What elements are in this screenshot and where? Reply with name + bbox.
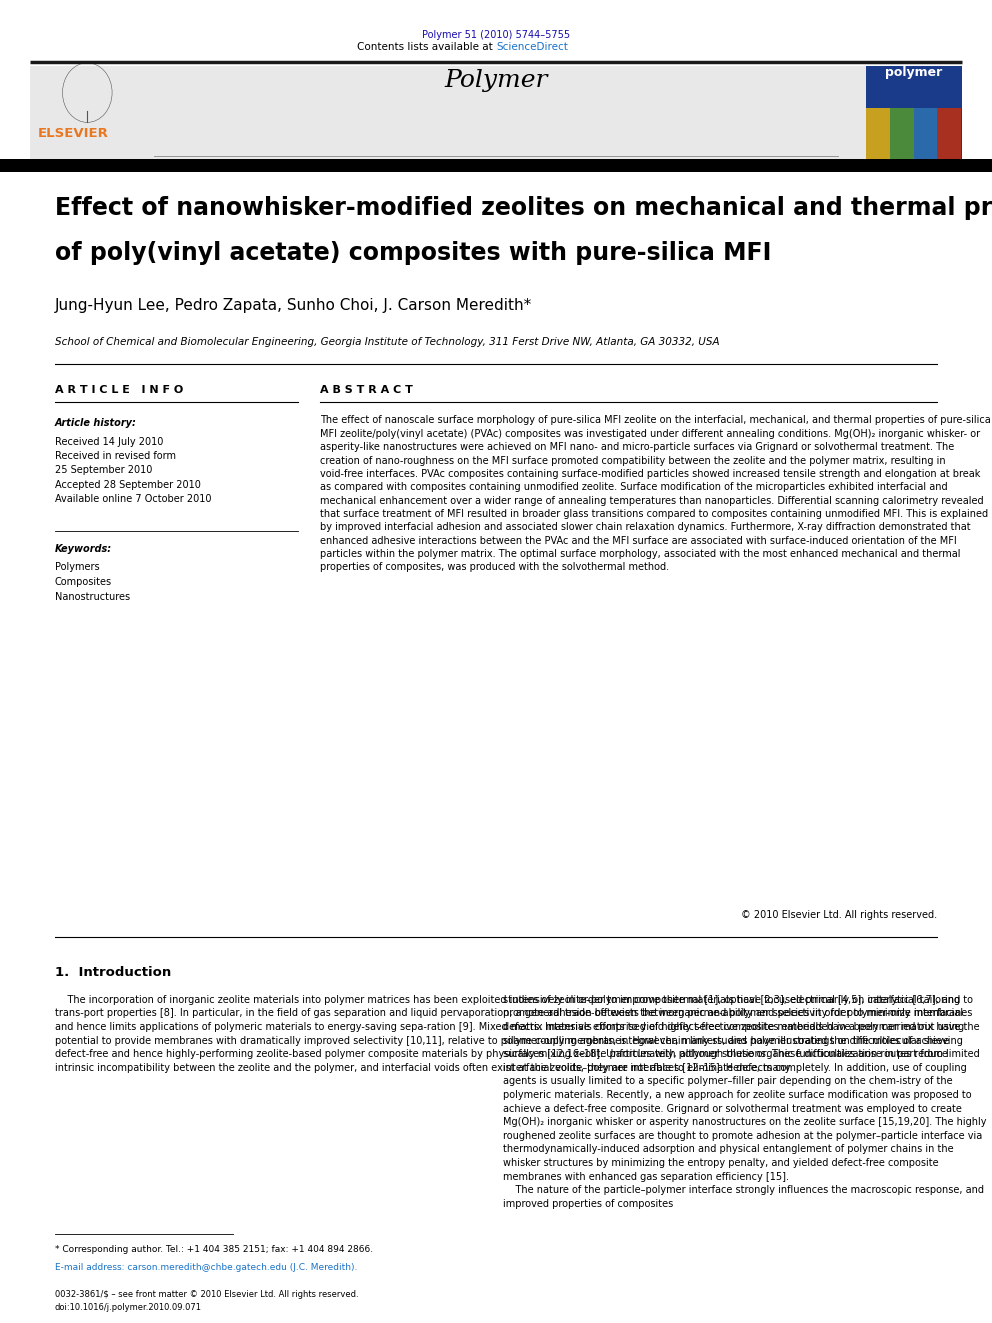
Text: 1.  Introduction: 1. Introduction	[55, 966, 171, 979]
Text: doi:10.1016/j.polymer.2010.09.071: doi:10.1016/j.polymer.2010.09.071	[55, 1303, 201, 1312]
Bar	[866, 66, 962, 159]
Text: Received 14 July 2010
Received in revised form
25 September 2010
Accepted 28 Sep: Received 14 July 2010 Received in revise…	[55, 437, 211, 504]
Bar	[30, 66, 154, 159]
Text: Article history:: Article history:	[55, 418, 137, 429]
Text: Jung-Hyun Lee, Pedro Zapata, Sunho Choi, J. Carson Meredith*: Jung-Hyun Lee, Pedro Zapata, Sunho Choi,…	[55, 298, 532, 312]
Text: polymer: polymer	[885, 66, 942, 79]
Text: © 2010 Elsevier Ltd. All rights reserved.: © 2010 Elsevier Ltd. All rights reserved…	[741, 910, 937, 921]
Text: School of Chemical and Biomolecular Engineering, Georgia Institute of Technology: School of Chemical and Biomolecular Engi…	[55, 337, 719, 348]
Text: Effect of nanowhisker-modified zeolites on mechanical and thermal properties: Effect of nanowhisker-modified zeolites …	[55, 196, 992, 220]
Bar	[0, 159, 992, 172]
Bar	[937, 108, 961, 159]
Text: ScienceDirect: ScienceDirect	[496, 42, 567, 53]
Text: Keywords:: Keywords:	[55, 544, 112, 554]
Text: * Corresponding author. Tel.: +1 404 385 2151; fax: +1 404 894 2866.: * Corresponding author. Tel.: +1 404 385…	[55, 1245, 373, 1254]
Text: Polymers
Composites
Nanostructures: Polymers Composites Nanostructures	[55, 562, 130, 602]
Text: A B S T R A C T: A B S T R A C T	[320, 385, 414, 396]
Text: The effect of nanoscale surface morphology of pure-silica MFI zeolite on the int: The effect of nanoscale surface morpholo…	[320, 415, 991, 573]
Bar	[30, 66, 962, 159]
Text: E-mail address: carson.meredith@chbe.gatech.edu (J.C. Meredith).: E-mail address: carson.meredith@chbe.gat…	[55, 1263, 357, 1273]
Text: journal homepage: www.elsevier.com/locate/polymer: journal homepage: www.elsevier.com/locat…	[357, 159, 635, 169]
Bar	[914, 108, 937, 159]
Text: of poly(vinyl acetate) composites with pure-silica MFI: of poly(vinyl acetate) composites with p…	[55, 241, 771, 265]
Text: The incorporation of inorganic zeolite materials into polymer matrices has been : The incorporation of inorganic zeolite m…	[55, 995, 979, 1073]
Bar	[866, 108, 890, 159]
Text: studies of zeolite–polymer composite materials have focused primarily on interfa: studies of zeolite–polymer composite mat…	[503, 995, 986, 1209]
Text: 0032-3861/$ – see front matter © 2010 Elsevier Ltd. All rights reserved.: 0032-3861/$ – see front matter © 2010 El…	[55, 1290, 358, 1299]
Text: Contents lists available at: Contents lists available at	[357, 42, 496, 53]
Bar	[890, 108, 914, 159]
Text: A R T I C L E   I N F O: A R T I C L E I N F O	[55, 385, 183, 396]
Text: Polymer 51 (2010) 5744–5755: Polymer 51 (2010) 5744–5755	[422, 30, 570, 41]
Text: Polymer: Polymer	[444, 69, 548, 91]
Text: ELSEVIER: ELSEVIER	[38, 127, 108, 140]
